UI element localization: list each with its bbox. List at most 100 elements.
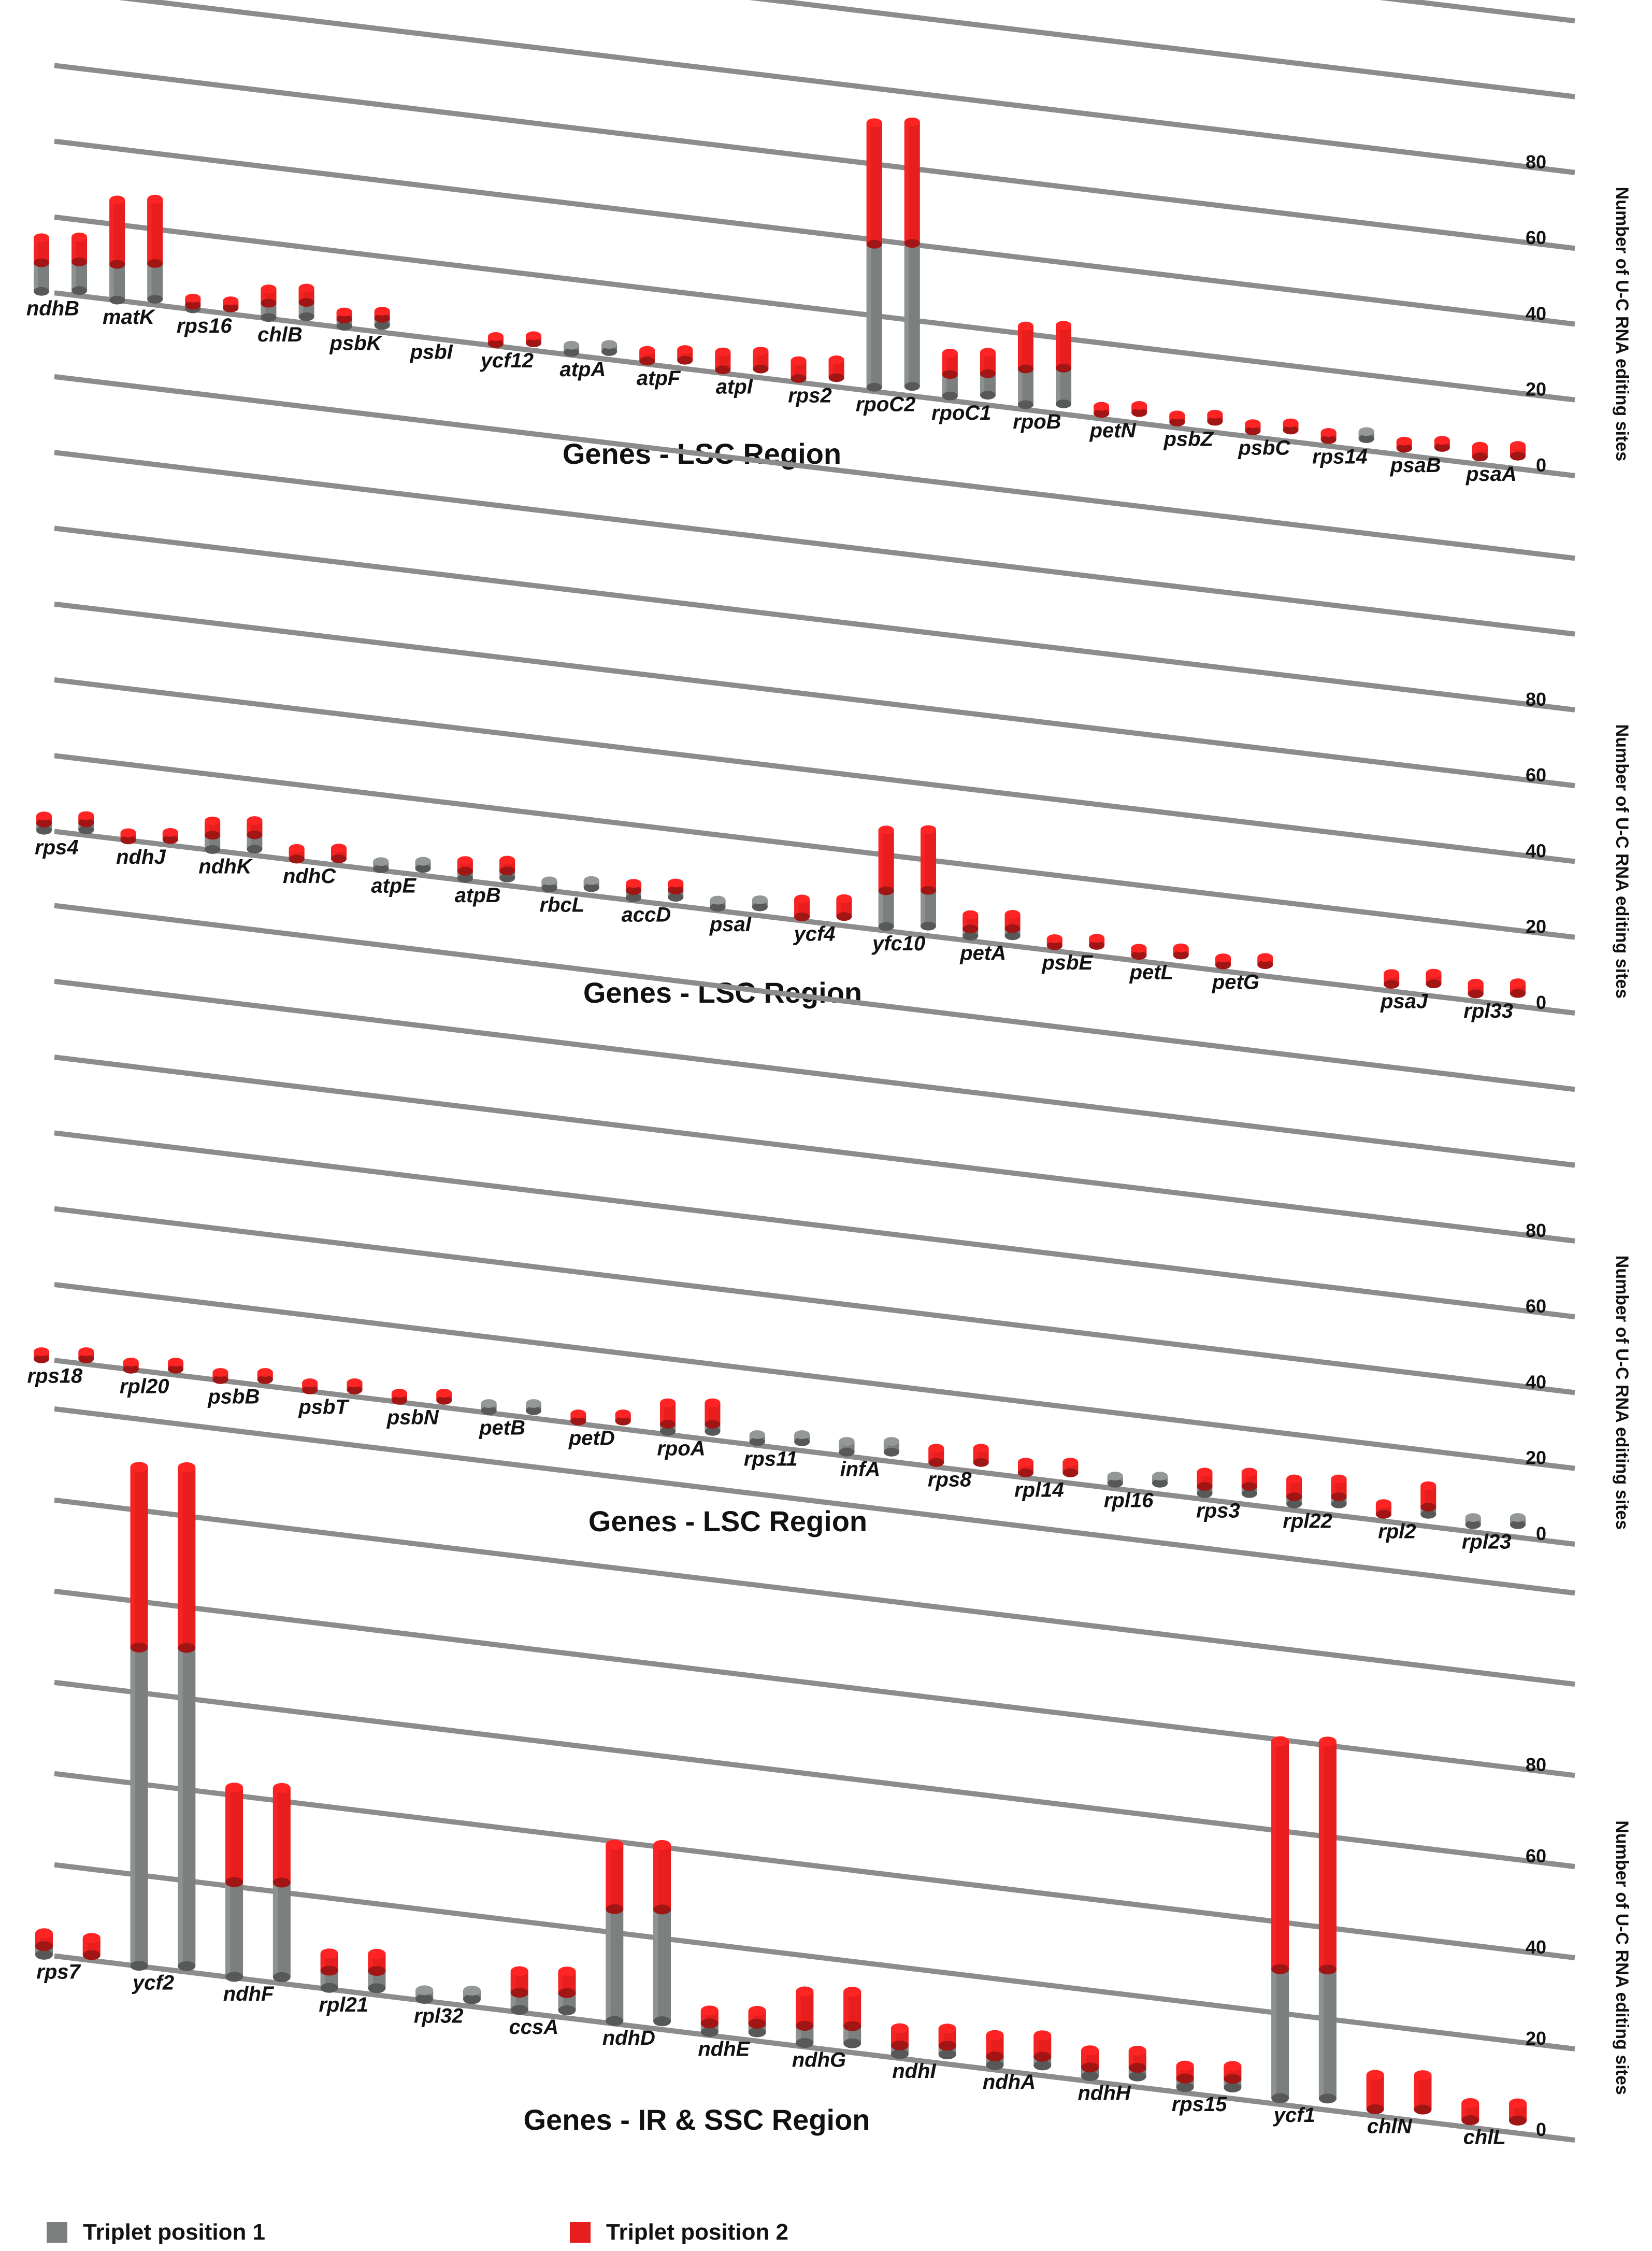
bar-cap bbox=[526, 1399, 541, 1408]
bar-segment-position2-highlight bbox=[715, 352, 720, 370]
gridline bbox=[54, 1497, 1575, 1687]
bar-segment-position1-base bbox=[298, 312, 314, 321]
bar-cap bbox=[1420, 1481, 1436, 1490]
bar-segment-position1-base bbox=[1271, 2093, 1289, 2103]
bar-segment-position2-highlight bbox=[1420, 1486, 1425, 1507]
bar-segment-position1-base bbox=[205, 845, 221, 854]
gene-label: ycf2 bbox=[132, 1972, 174, 1994]
bar-cap bbox=[749, 1430, 765, 1439]
bar-cap bbox=[986, 2030, 1004, 2040]
bar-segment-position2-highlight bbox=[1018, 1462, 1023, 1473]
gene-label: ycf4 bbox=[793, 922, 835, 945]
bar-segment-position2-highlight bbox=[1169, 415, 1174, 422]
bar-segment-position2-base bbox=[1320, 435, 1337, 444]
bar-segment-position2-base bbox=[82, 1950, 100, 1960]
bar-pair-21 bbox=[973, 1444, 989, 1467]
bar-segment-position2-base bbox=[1375, 1509, 1391, 1519]
bar-pair-33 bbox=[1426, 968, 1442, 989]
bar-segment-position2-base bbox=[921, 886, 936, 895]
bar-pair-3 bbox=[162, 828, 178, 844]
bar-pair-21 bbox=[1033, 2030, 1052, 2071]
y-tick-label: 0 bbox=[1536, 992, 1546, 1013]
bar-pair-31 bbox=[1207, 409, 1223, 426]
bar-segment-position2-base bbox=[1056, 363, 1072, 373]
bar-segment-position2-highlight bbox=[257, 1372, 262, 1380]
bar-cap bbox=[34, 1347, 49, 1356]
bar-segment-position1-highlight bbox=[130, 1647, 136, 1966]
gene-label: rps16 bbox=[177, 315, 232, 337]
bar-segment-position2-highlight bbox=[796, 1991, 801, 2026]
bar-segment-position1-highlight bbox=[938, 2045, 944, 2055]
bar-segment-position1-base bbox=[78, 825, 94, 834]
bar-segment-position2-base bbox=[1224, 2074, 1242, 2084]
bar-pair-23 bbox=[1004, 910, 1021, 941]
bar-segment-position2-base bbox=[368, 1966, 386, 1976]
bar-segment-position2-base bbox=[34, 258, 49, 267]
bar-segment-position2-base bbox=[331, 854, 347, 863]
bar-petD bbox=[570, 1409, 586, 1426]
bar-pair-11 bbox=[558, 1967, 576, 2015]
y-tick-label: 40 bbox=[1526, 1936, 1546, 1958]
bar-segment-position2-base bbox=[1434, 443, 1450, 452]
bar-segment-position2-base bbox=[1396, 444, 1412, 453]
bar-segment-position2-highlight bbox=[162, 832, 167, 840]
bar-segment-position2-base bbox=[796, 2020, 814, 2031]
bar-segment-position1-highlight bbox=[710, 900, 714, 907]
bar-segment-position2-base bbox=[457, 866, 473, 876]
bar-segment-position1-highlight bbox=[415, 861, 420, 868]
bar-cap bbox=[1320, 428, 1337, 437]
bar-segment-position1-highlight bbox=[942, 374, 947, 396]
bar-cap bbox=[436, 1389, 452, 1398]
legend-swatch-position2 bbox=[570, 2222, 591, 2243]
bar-rpoA bbox=[660, 1398, 676, 1436]
gene-label: chlL bbox=[1463, 2126, 1506, 2149]
bar-segment-position1-base bbox=[1241, 1489, 1257, 1498]
bar-segment-position2-highlight bbox=[289, 848, 294, 859]
bar-segment-position1-base bbox=[463, 1994, 481, 2004]
gridline bbox=[54, 525, 1575, 713]
bar-cap bbox=[1331, 1474, 1347, 1484]
bar-rpl20 bbox=[123, 1358, 139, 1374]
bar-segment-position2-base bbox=[836, 912, 852, 921]
bar-segment-position1-base bbox=[1056, 399, 1072, 408]
bar-segment-position2-base bbox=[1384, 980, 1400, 989]
bar-segment-position2-highlight bbox=[436, 1393, 441, 1401]
bar-cap bbox=[78, 1347, 94, 1356]
bar-segment-position1-base bbox=[415, 864, 431, 873]
y-axis-title: Number of U-C RNA editing sites bbox=[1612, 187, 1632, 462]
bar-segment-position1-highlight bbox=[1224, 2078, 1229, 2088]
bar-segment-position2-highlight bbox=[942, 353, 947, 375]
bar-segment-position2-base bbox=[1046, 941, 1062, 950]
bar-pair-17 bbox=[677, 345, 693, 365]
bar-pair-39 bbox=[1510, 441, 1526, 461]
bar-cap bbox=[1414, 2070, 1432, 2081]
gene-label: ycf1 bbox=[1273, 2104, 1315, 2127]
legend-label-position1: Triplet position 1 bbox=[83, 2219, 266, 2245]
bar-cap bbox=[205, 816, 221, 825]
bar-cap bbox=[705, 1398, 721, 1407]
gene-label: petN bbox=[1089, 419, 1137, 442]
bar-accD bbox=[626, 879, 641, 902]
bar-segment-position2-highlight bbox=[368, 1954, 373, 1971]
bar-pair-3 bbox=[147, 194, 163, 304]
bar-cap bbox=[347, 1378, 363, 1387]
bar-cap bbox=[1318, 1736, 1337, 1747]
bar-segment-position1-base bbox=[1107, 1478, 1123, 1488]
bar-segment-position2-base bbox=[185, 301, 201, 310]
bar-segment-position2-base bbox=[715, 365, 731, 375]
bar-segment-position1-highlight bbox=[320, 1970, 326, 1988]
bar-pair-21 bbox=[921, 825, 936, 931]
bar-segment-position2-highlight bbox=[986, 2035, 992, 2057]
gridline bbox=[54, 829, 1575, 1016]
legend-item-position1: Triplet position 1 bbox=[47, 2217, 265, 2248]
gridlines bbox=[54, 0, 1575, 478]
bar-segment-position1-base bbox=[272, 1972, 291, 1983]
bar-segment-position1-highlight bbox=[1004, 929, 1009, 936]
bar-segment-position1-base bbox=[368, 1983, 386, 1993]
bar-segment-position1-base bbox=[878, 922, 894, 931]
chart-panel-2: 0 20 40 60 80 Number of U-C RNA editing sites… bbox=[35, 374, 1632, 1022]
bar-cap bbox=[109, 195, 125, 205]
bar-segment-position2-highlight bbox=[1197, 1472, 1201, 1487]
bar-cap bbox=[570, 1409, 586, 1418]
bar-segment-position2-base bbox=[973, 1458, 989, 1467]
